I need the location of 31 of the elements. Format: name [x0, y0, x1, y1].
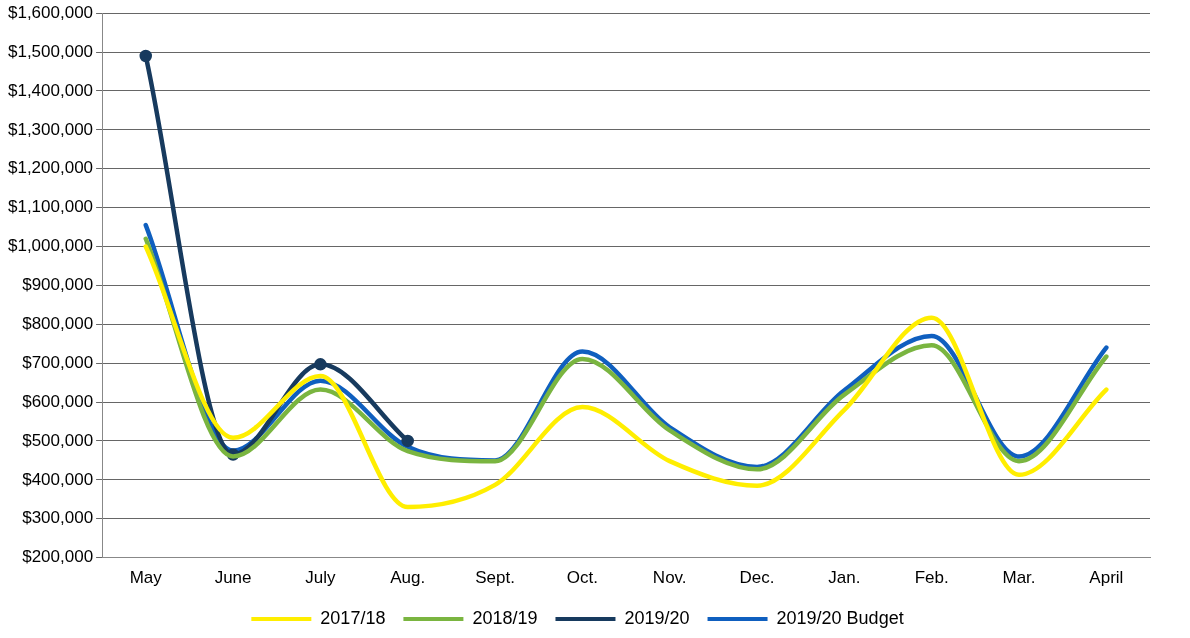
y-tick-label: $900,000	[22, 275, 94, 295]
y-tick-label: $800,000	[22, 313, 94, 333]
x-tick-label: Dec.	[739, 568, 775, 588]
x-tick-label: Aug.	[390, 568, 426, 588]
x-tick-label: Sept.	[475, 568, 515, 588]
y-tick-label: $1,600,000	[7, 2, 94, 22]
y-tick-label: $1,100,000	[7, 197, 94, 217]
legend-label: 2019/20	[624, 607, 690, 628]
x-tick-label: Nov.	[652, 568, 687, 588]
y-tick-label: $500,000	[22, 430, 94, 450]
legend-label: 2019/20 Budget	[776, 607, 904, 628]
y-tick-label: $1,000,000	[7, 236, 94, 256]
y-tick-label: $1,300,000	[7, 119, 94, 139]
y-tick-label: $1,200,000	[7, 158, 94, 178]
legend-label: 2018/19	[472, 607, 538, 628]
x-tick-label: Mar.	[1002, 568, 1036, 588]
x-tick-label: May	[129, 568, 163, 588]
y-tick-label: $600,000	[22, 391, 94, 411]
x-tick-label: June	[214, 568, 252, 588]
x-tick-label: July	[305, 568, 337, 588]
x-tick-label: April	[1089, 568, 1124, 588]
y-tick-label: $1,400,000	[7, 80, 94, 100]
y-tick-label: $300,000	[22, 508, 94, 528]
y-tick-label: $1,500,000	[7, 41, 94, 61]
legend-label: 2017/18	[320, 607, 386, 628]
x-tick-label: Jan.	[828, 568, 861, 588]
x-tick-label: Feb.	[914, 568, 949, 588]
y-tick-label: $400,000	[22, 469, 94, 489]
y-tick-label: $700,000	[22, 352, 94, 372]
x-tick-label: Oct.	[566, 568, 598, 588]
y-tick-label: $200,000	[22, 547, 94, 567]
